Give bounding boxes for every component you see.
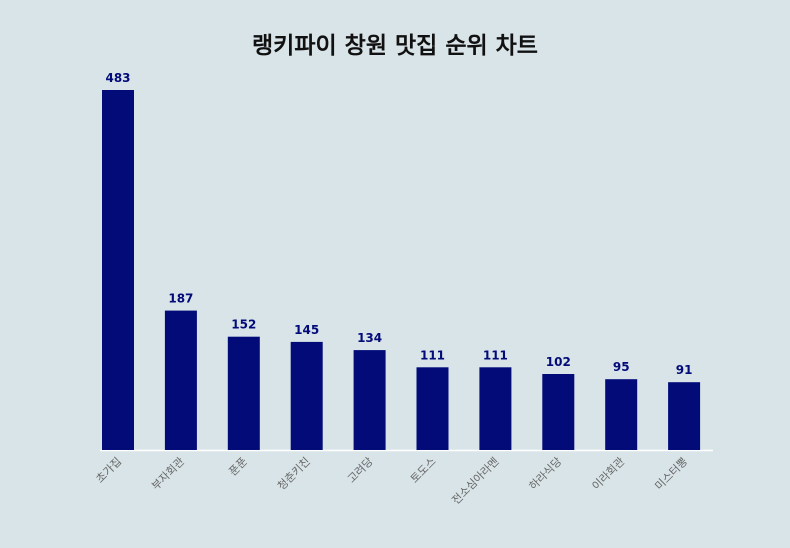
bar[interactable]	[290, 341, 323, 450]
bar-value-label: 95	[613, 360, 630, 374]
bar-value-label: 102	[546, 355, 571, 369]
bar-value-label: 91	[676, 363, 693, 377]
bar[interactable]	[227, 336, 260, 450]
bar-value-label: 483	[105, 71, 130, 85]
x-tick-label: 전소심아라멘	[449, 455, 501, 507]
x-tick-label: 하라식당	[526, 454, 565, 493]
bar[interactable]	[164, 310, 197, 450]
chart-title: 랭키파이 창원 맛집 순위 차트	[252, 33, 538, 59]
x-tick-label: 청춘키친	[275, 455, 313, 493]
x-tick-label: 이라회관	[590, 455, 628, 493]
bar[interactable]	[416, 367, 449, 450]
bar[interactable]	[353, 350, 386, 450]
bar[interactable]	[102, 90, 134, 450]
bar[interactable]	[479, 367, 512, 450]
x-tick-label: 초가집	[93, 455, 124, 486]
x-tick-label: 미스터뽕	[652, 455, 690, 493]
bar-value-label: 134	[357, 331, 382, 345]
bar-value-label: 187	[168, 292, 193, 306]
bar[interactable]	[605, 379, 638, 450]
bar-value-label: 111	[420, 348, 445, 362]
bar-value-label: 111	[483, 348, 508, 362]
bar-value-label: 145	[294, 323, 319, 337]
x-tick-label: 부자회관	[149, 455, 187, 493]
bar[interactable]	[668, 382, 701, 450]
x-tick-label: 푼푼	[226, 455, 250, 479]
bar-value-label: 152	[231, 318, 256, 332]
x-tick-label: 고려당	[345, 455, 376, 486]
bar[interactable]	[542, 374, 575, 450]
x-tick-label: 토도스	[408, 455, 439, 486]
